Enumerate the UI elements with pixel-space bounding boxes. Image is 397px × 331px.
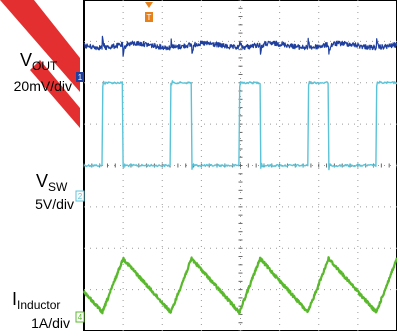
vout-sub: OUT xyxy=(32,59,58,73)
channel-4-marker: 4 xyxy=(75,311,85,323)
svg-text:VOUT: VOUT xyxy=(20,50,58,73)
svg-text:VSW: VSW xyxy=(36,171,68,194)
traces xyxy=(82,35,397,315)
vsw-main: V xyxy=(36,171,48,191)
vsw-sub: SW xyxy=(48,180,68,194)
vout-scale: 20mV/div xyxy=(14,78,72,94)
inductor-current-label: IInductor 1A/div xyxy=(12,289,70,331)
vsw-trace xyxy=(83,80,397,171)
svg-text:2: 2 xyxy=(78,192,83,201)
vsw-label: VSW 5V/div xyxy=(35,171,74,212)
il-scale: 1A/div xyxy=(31,315,70,331)
svg-text:4: 4 xyxy=(78,313,83,322)
trigger-label: T xyxy=(147,13,152,22)
vout-trace xyxy=(83,35,397,57)
svg-text:IInductor: IInductor xyxy=(12,289,60,312)
channel-2-marker: 2 xyxy=(75,190,85,202)
svg-text:1: 1 xyxy=(78,73,83,82)
channel-1-marker: 1 xyxy=(76,72,84,82)
il-main: I xyxy=(12,289,17,309)
vout-label: VOUT 20mV/div xyxy=(14,50,72,94)
trigger-marker: T xyxy=(145,2,153,22)
vsw-scale: 5V/div xyxy=(35,196,74,212)
watermark xyxy=(0,0,80,128)
il-sub: Inductor xyxy=(17,298,60,312)
inductor-current-trace xyxy=(82,256,397,315)
vout-main: V xyxy=(20,50,32,70)
